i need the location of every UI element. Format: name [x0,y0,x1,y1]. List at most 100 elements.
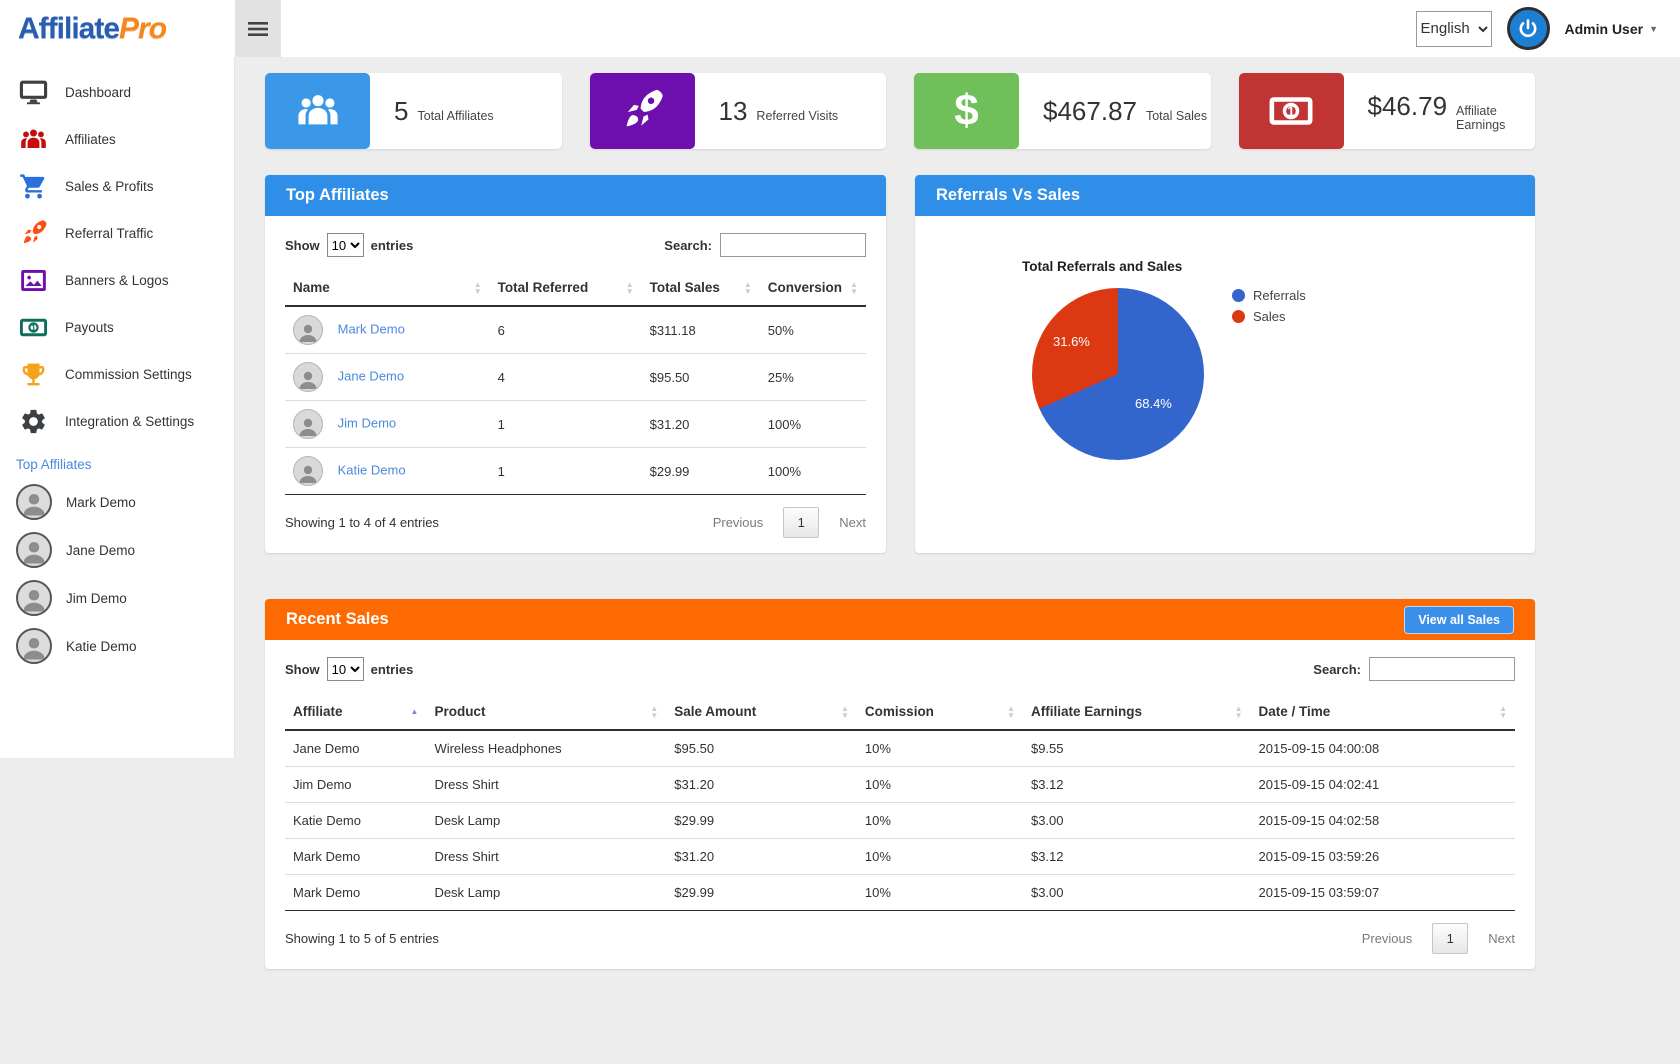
cell-conversion: 100% [759,447,866,495]
cell-commission: 10% [864,741,891,756]
svg-text:1: 1 [1287,104,1295,119]
next-button[interactable]: Next [839,515,866,530]
sidebar-item-label: Payouts [65,320,114,335]
cell-earnings: $3.00 [1022,874,1251,911]
sidebar-item-commission-settings[interactable]: Commission Settings [0,351,234,398]
entries-label: entries [370,237,414,253]
column-header-total-sales[interactable]: Total Sales ▲ ▼ [641,270,760,307]
rocket-icon [23,220,47,244]
column-header-conversion[interactable]: Conversion ▲ ▼ [759,270,866,307]
previous-button[interactable]: Previous [1361,931,1413,946]
cell-datetime: 2015-09-15 04:02:41 [1250,766,1515,803]
cell-product: Desk Lamp [426,802,667,839]
sort-asc-icon: ▲ [410,707,419,716]
stat-label: Affiliate Earnings [1456,103,1506,132]
sidebar-affiliate-item[interactable]: Jim Demo [0,574,234,622]
avatar [16,580,52,616]
top-affiliates-panel: Top Affiliates Show 10 entries Search: [265,175,886,553]
sidebar-affiliate-item[interactable]: Mark Demo [0,478,234,526]
previous-button[interactable]: Previous [712,515,764,530]
avatar [293,315,323,345]
cell-conversion: 100% [759,400,866,448]
user-avatar[interactable] [1506,7,1550,50]
user-name: Admin User [1564,20,1644,37]
affiliate-name-link[interactable]: Jim Demo [337,415,397,431]
affiliate-name-link[interactable]: Mark Demo [337,321,405,337]
column-header-date-time[interactable]: Date / Time ▲ ▼ [1250,694,1515,731]
stat-card-icon-block [589,73,695,149]
next-button[interactable]: Next [1488,931,1515,946]
legend-label: Referrals [1253,288,1306,303]
stat-value: 13 [718,95,748,126]
sidebar-item-banners-logos[interactable]: Banners & Logos [0,257,234,304]
sidebar-affiliate-name: Jane Demo [66,542,136,558]
cart-icon [20,174,45,199]
view-all-sales-button[interactable]: View all Sales [1404,605,1514,634]
avatar [16,532,52,568]
sidebar-toggle-button[interactable] [235,0,281,57]
pie-slice-label-sales: 31.6% [1053,334,1090,349]
page-size-select[interactable]: 10 [326,657,364,681]
cell-sale-amount: $31.20 [666,766,857,803]
column-header-commission[interactable]: Comission ▲ ▼ [856,694,1023,731]
image-icon [21,269,46,292]
table-row: Mark Demo Dress Shirt $31.20 10% $3.12 2… [285,838,1515,875]
main-content: 5 Total Affiliates 13 Referred Visits $ [265,57,1535,999]
sidebar-affiliate-item[interactable]: Katie Demo [0,622,234,670]
brand-logo: Affiliate Pro [0,0,235,57]
user-menu[interactable]: Admin User ▼ [1565,21,1659,37]
chart-title: Total Referrals and Sales [1022,259,1183,274]
sidebar-item-referral-traffic[interactable]: Referral Traffic [0,210,234,257]
sidebar-item-payouts[interactable]: 1 Payouts [0,304,234,351]
column-header-affiliate[interactable]: Affiliate ▲ [285,694,427,731]
column-header-sale-amount[interactable]: Sale Amount ▲ ▼ [666,694,857,731]
sidebar-affiliate-item[interactable]: Jane Demo [0,526,234,574]
panel-title: Recent Sales [286,610,389,628]
column-header-product[interactable]: Product ▲ ▼ [426,694,667,731]
stat-card-icon-block: 1 [1238,73,1344,149]
panel-header: Top Affiliates [265,175,886,216]
sidebar-item-label: Integration & Settings [65,414,195,429]
legend-item-sales[interactable]: Sales [1232,309,1306,324]
brand-part2: Pro [119,11,167,45]
language-select[interactable]: English [1415,10,1492,47]
column-header-total-referred[interactable]: Total Referred ▲ ▼ [489,270,642,307]
stat-card-affiliate-earnings: 1 $46.79 Affiliate Earnings [1238,73,1535,149]
sort-icon: ▲ ▼ [743,279,752,296]
cell-earnings: $9.55 [1030,741,1064,756]
search-input[interactable] [720,233,866,257]
stat-value: $46.79 [1367,90,1448,121]
sidebar-item-dashboard[interactable]: Dashboard [0,69,234,116]
sort-icon: ▲ ▼ [1234,703,1243,720]
cell-product: Wireless Headphones [434,741,562,756]
sidebar-item-label: Referral Traffic [65,226,154,241]
page-number-button[interactable]: 1 [1432,923,1469,954]
affiliate-name-link[interactable]: Jane Demo [337,368,405,384]
referrals-vs-sales-panel: Referrals Vs Sales Total Referrals and S… [915,175,1535,553]
cell-datetime: 2015-09-15 03:59:26 [1250,838,1515,875]
top-affiliates-table: Name ▲ ▼ Total Referred ▲ ▼ Total Sales ▲ ▼ Co… [285,270,866,495]
legend-item-referrals[interactable]: Referrals [1232,288,1306,303]
cell-total-sales: $31.20 [641,400,760,448]
affiliate-name-link[interactable]: Katie Demo [337,462,406,478]
sidebar-item-sales-profits[interactable]: Sales & Profits [0,163,234,210]
cell-sale-amount: $29.99 [666,874,857,911]
sidebar-item-affiliates[interactable]: Affiliates [0,116,234,163]
search-input[interactable] [1369,657,1515,681]
table-info: Showing 1 to 4 of 4 entries [285,515,439,530]
column-header-affiliate-earnings[interactable]: Affiliate Earnings ▲ ▼ [1022,694,1251,731]
cell-total-referred: 1 [489,400,642,448]
page-size-select[interactable]: 10 [326,233,364,257]
pie-slice-label-referrals: 68.4% [1135,396,1172,411]
cell-sale-amount: $31.20 [666,838,857,875]
cell-product: Dress Shirt [426,766,667,803]
stat-card-total-sales: $ $467.87 Total Sales [914,73,1211,149]
column-header-name[interactable]: Name ▲ ▼ [285,270,490,307]
page-number-button[interactable]: 1 [783,507,820,538]
cell-product: Dress Shirt [426,838,667,875]
banknote-icon: 1 [19,318,48,337]
sidebar-item-integration-settings[interactable]: Integration & Settings [0,398,234,445]
pie-chart[interactable]: 68.4% 31.6% [1032,288,1204,460]
sidebar-affiliate-name: Katie Demo [66,638,137,654]
stat-cards: 5 Total Affiliates 13 Referred Visits $ [265,73,1535,149]
